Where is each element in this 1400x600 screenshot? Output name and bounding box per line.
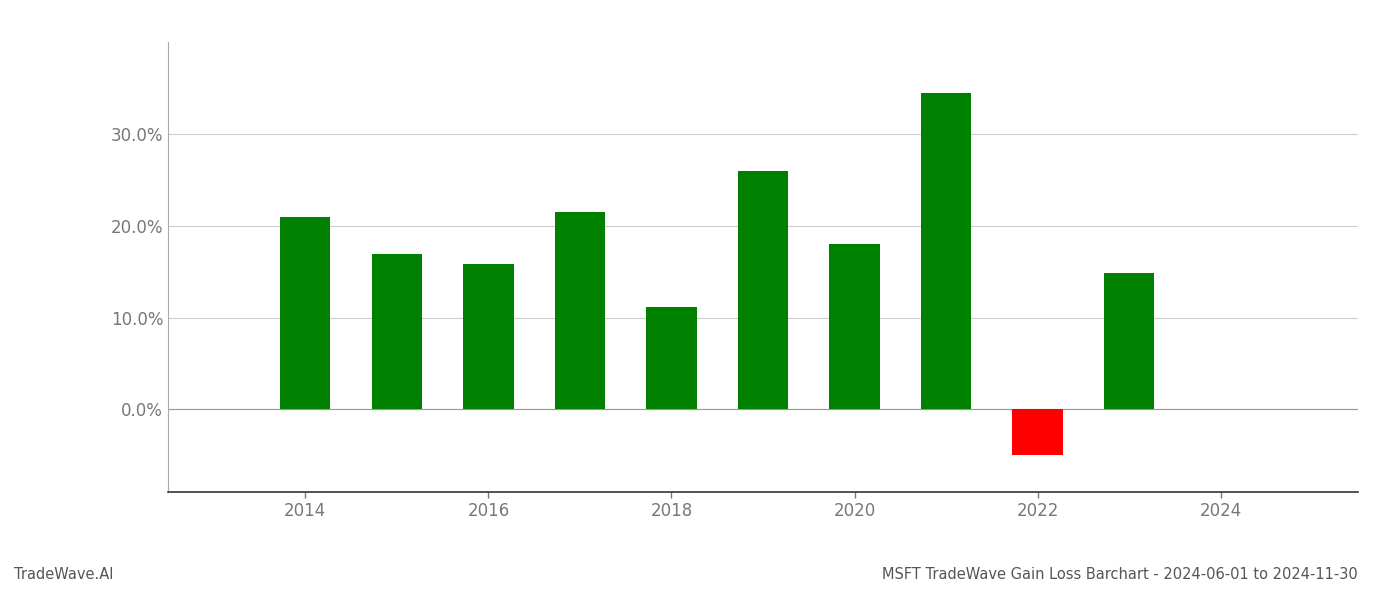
Bar: [829, 244, 879, 409]
Bar: [554, 212, 605, 409]
Bar: [921, 94, 972, 409]
Text: TradeWave.AI: TradeWave.AI: [14, 567, 113, 582]
Bar: [647, 307, 697, 409]
Bar: [738, 172, 788, 409]
Bar: [371, 254, 421, 409]
Bar: [463, 264, 514, 409]
Bar: [1012, 409, 1063, 455]
Text: MSFT TradeWave Gain Loss Barchart - 2024-06-01 to 2024-11-30: MSFT TradeWave Gain Loss Barchart - 2024…: [882, 567, 1358, 582]
Bar: [280, 217, 330, 409]
Bar: [1105, 274, 1155, 409]
